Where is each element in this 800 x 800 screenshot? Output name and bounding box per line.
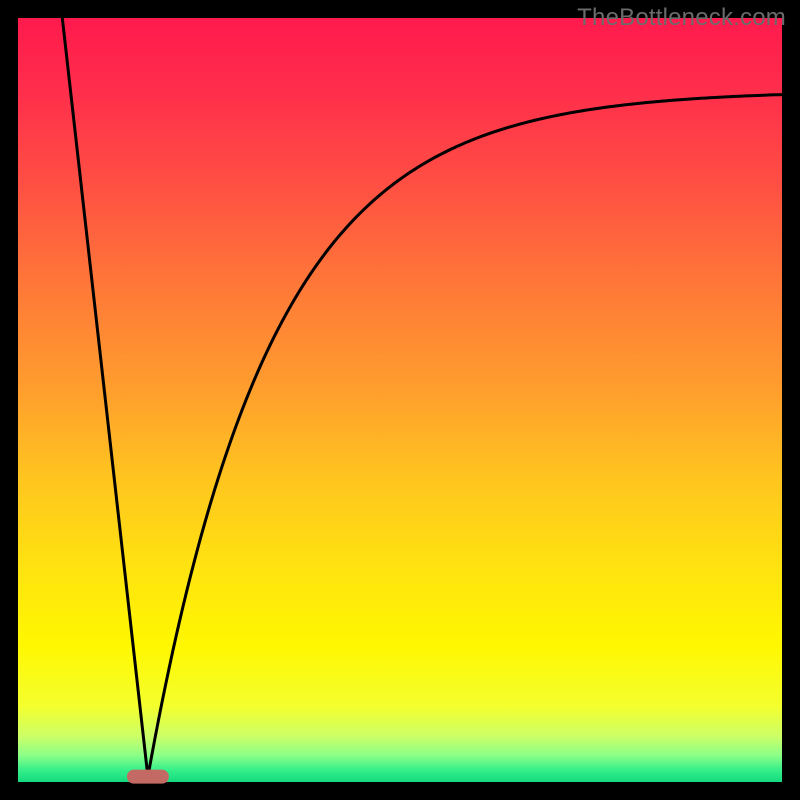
watermark-text: TheBottleneck.com: [577, 4, 786, 32]
bottleneck-chart-svg: [0, 0, 800, 800]
plot-background: [18, 18, 782, 782]
optimal-range-marker: [127, 770, 169, 784]
chart-container: TheBottleneck.com: [0, 0, 800, 800]
